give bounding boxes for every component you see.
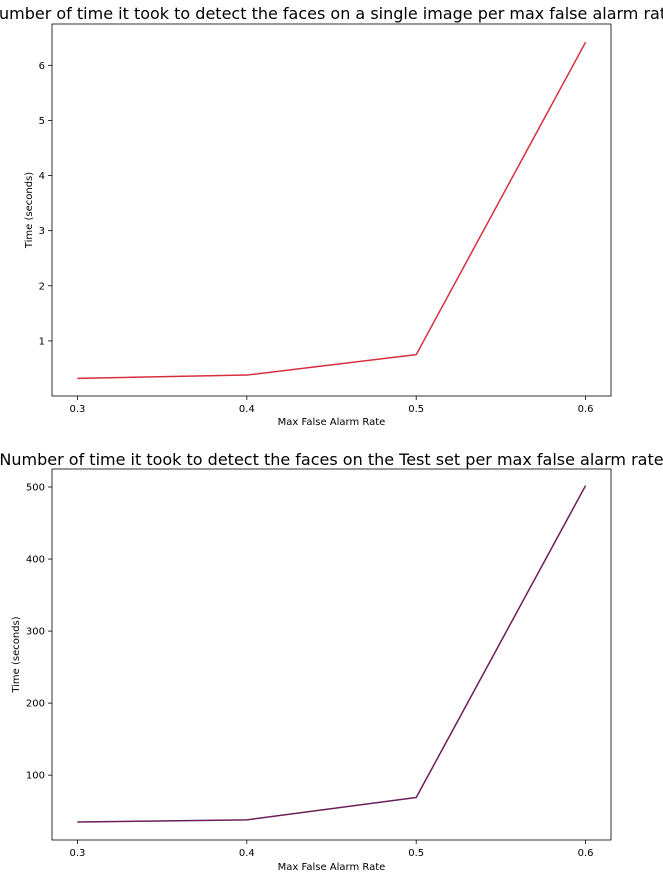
y-tick-label: 3 [39,226,45,237]
y-tick-label: 500 [26,483,45,494]
chart-2: Number of time it took to detect the fac… [0,450,663,873]
chart-title: Number of time it took to detect the fac… [0,450,663,469]
y-tick-label: 100 [26,771,45,782]
y-tick-label: 5 [39,116,45,127]
x-tick-label: 0.6 [578,404,594,415]
y-tick-label: 6 [39,61,45,72]
series-line [77,41,587,380]
y-axis-label: Time (seconds) [11,616,22,693]
x-tick-label: 0.4 [239,848,255,859]
axes-frame [51,23,612,397]
x-tick-label: 0.6 [578,848,594,859]
x-tick-label: 0.3 [69,404,85,415]
y-tick-label: 1 [39,336,45,347]
y-tick-label: 4 [39,171,45,182]
y-tick-label: 200 [26,699,45,710]
series-line [77,485,587,823]
chart-title: Number of time it took to detect the fac… [0,4,663,23]
x-tick-label: 0.3 [69,848,85,859]
chart-1: Number of time it took to detect the fac… [0,4,663,428]
y-tick-label: 2 [39,281,45,292]
axes-frame [51,468,612,841]
x-tick-label: 0.5 [408,848,424,859]
x-axis-label: Max False Alarm Rate [278,862,386,873]
x-tick-label: 0.5 [408,404,424,415]
y-tick-label: 300 [26,627,45,638]
y-axis-label: Time (seconds) [24,172,35,249]
x-axis-label: Max False Alarm Rate [278,417,386,428]
y-tick-label: 400 [26,555,45,566]
x-tick-label: 0.4 [239,404,255,415]
